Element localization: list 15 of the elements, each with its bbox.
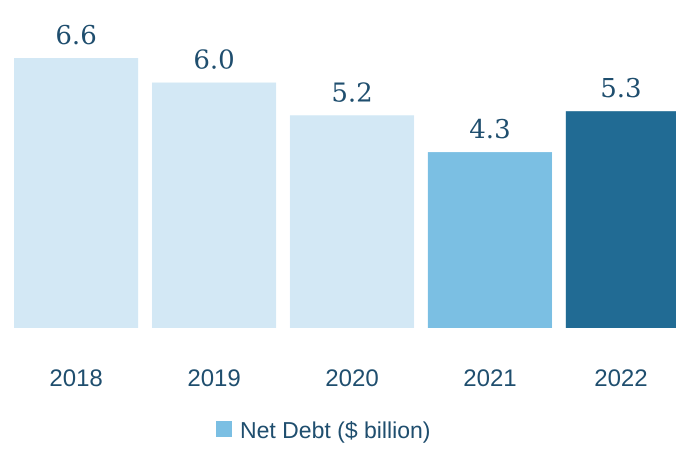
bar [290, 115, 414, 328]
data-label: 6.0 [193, 46, 235, 76]
bar [428, 152, 552, 328]
legend-label: Net Debt ($ billion) [240, 417, 430, 443]
x-tick-label: 2021 [463, 365, 517, 392]
x-tick-label: 2018 [49, 365, 103, 392]
x-tick-label: 2022 [594, 365, 648, 392]
data-label: 5.3 [600, 74, 642, 104]
data-label: 6.6 [55, 21, 97, 51]
data-label: 5.2 [331, 78, 373, 108]
bar [152, 82, 276, 328]
x-tick-label: 2019 [187, 365, 241, 392]
x-tick-label: 2020 [325, 365, 379, 392]
bar [14, 58, 138, 328]
data-label: 4.3 [469, 115, 511, 146]
